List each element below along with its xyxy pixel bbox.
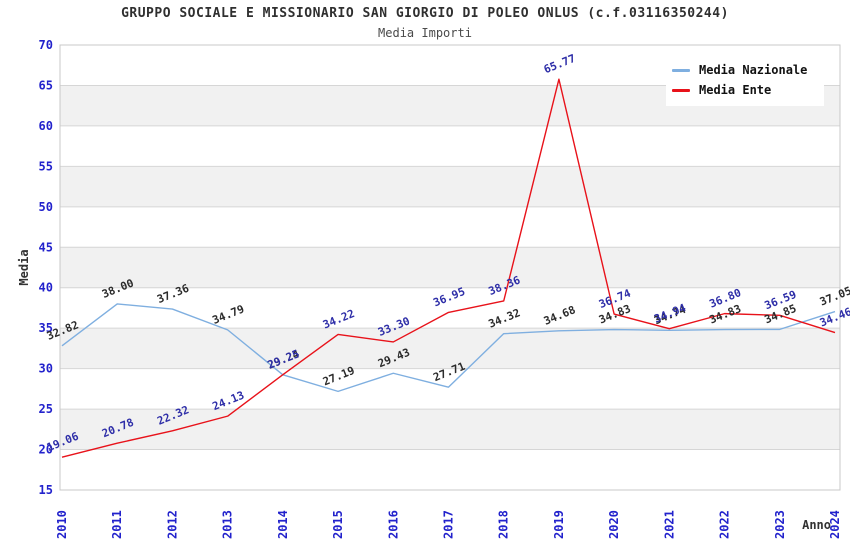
y-tick-label: 65 [39,78,53,92]
series-line-1 [61,78,836,458]
x-tick-label: 2021 [662,510,676,539]
y-tick-label: 35 [39,321,53,335]
x-tick-label: 2011 [110,510,124,539]
x-tick-label: 2017 [442,510,456,539]
legend-swatch-ente-icon [672,88,690,92]
x-tick-label: 2019 [552,510,566,539]
y-tick-label: 60 [39,119,53,133]
y-axis-title: Media [17,249,31,285]
y-tick-label: 45 [39,240,53,254]
plot-band [60,328,840,369]
x-tick-label: 2015 [331,510,345,539]
x-tick-label: 2024 [828,510,842,539]
legend-item-media-ente: Media Ente [672,80,822,100]
x-tick-label: 2018 [497,510,511,539]
y-tick-label: 30 [39,362,53,376]
y-tick-label: 70 [39,38,53,52]
x-tick-label: 2020 [607,510,621,539]
x-tick-label: 2016 [386,510,400,539]
chart-title: GRUPPO SOCIALE E MISSIONARIO SAN GIORGIO… [121,6,729,21]
y-tick-label: 55 [39,159,53,173]
plot-band [60,409,840,450]
legend-swatch-nazionale-icon [672,68,690,72]
x-tick-label: 2022 [718,510,732,539]
data-label-series-0: 34.79 [211,302,247,326]
series-line-0 [61,303,836,393]
data-label-series-0: 34.32 [487,306,523,330]
data-label-series-1: 36.95 [431,285,467,309]
legend-item-media-nazionale: Media Nazionale [672,60,822,80]
x-tick-label: 2010 [55,510,69,539]
data-label-series-1: 65.77 [542,52,578,76]
y-tick-label: 40 [39,281,53,295]
y-tick-label: 50 [39,200,53,214]
plot-band [60,247,840,288]
legend-label-ente: Media Ente [699,83,772,97]
data-label-series-1: 34.46 [818,305,850,330]
x-tick-label: 2023 [773,510,787,539]
y-tick-label: 20 [39,443,53,457]
chart-subtitle: Media Importi [378,26,472,40]
x-tick-label: 2014 [276,510,290,539]
x-axis-title: Anno [802,518,831,532]
data-label-series-0: 34.68 [542,303,578,327]
plot-band [60,166,840,207]
x-tick-label: 2012 [165,510,179,539]
plot-frame [59,44,841,491]
y-tick-label: 15 [39,483,53,497]
legend: Media Nazionale Media Ente [666,56,824,106]
x-tick-label: 2013 [221,510,235,539]
y-tick-label: 25 [39,402,53,416]
legend-label-nazionale: Media Nazionale [699,63,808,77]
